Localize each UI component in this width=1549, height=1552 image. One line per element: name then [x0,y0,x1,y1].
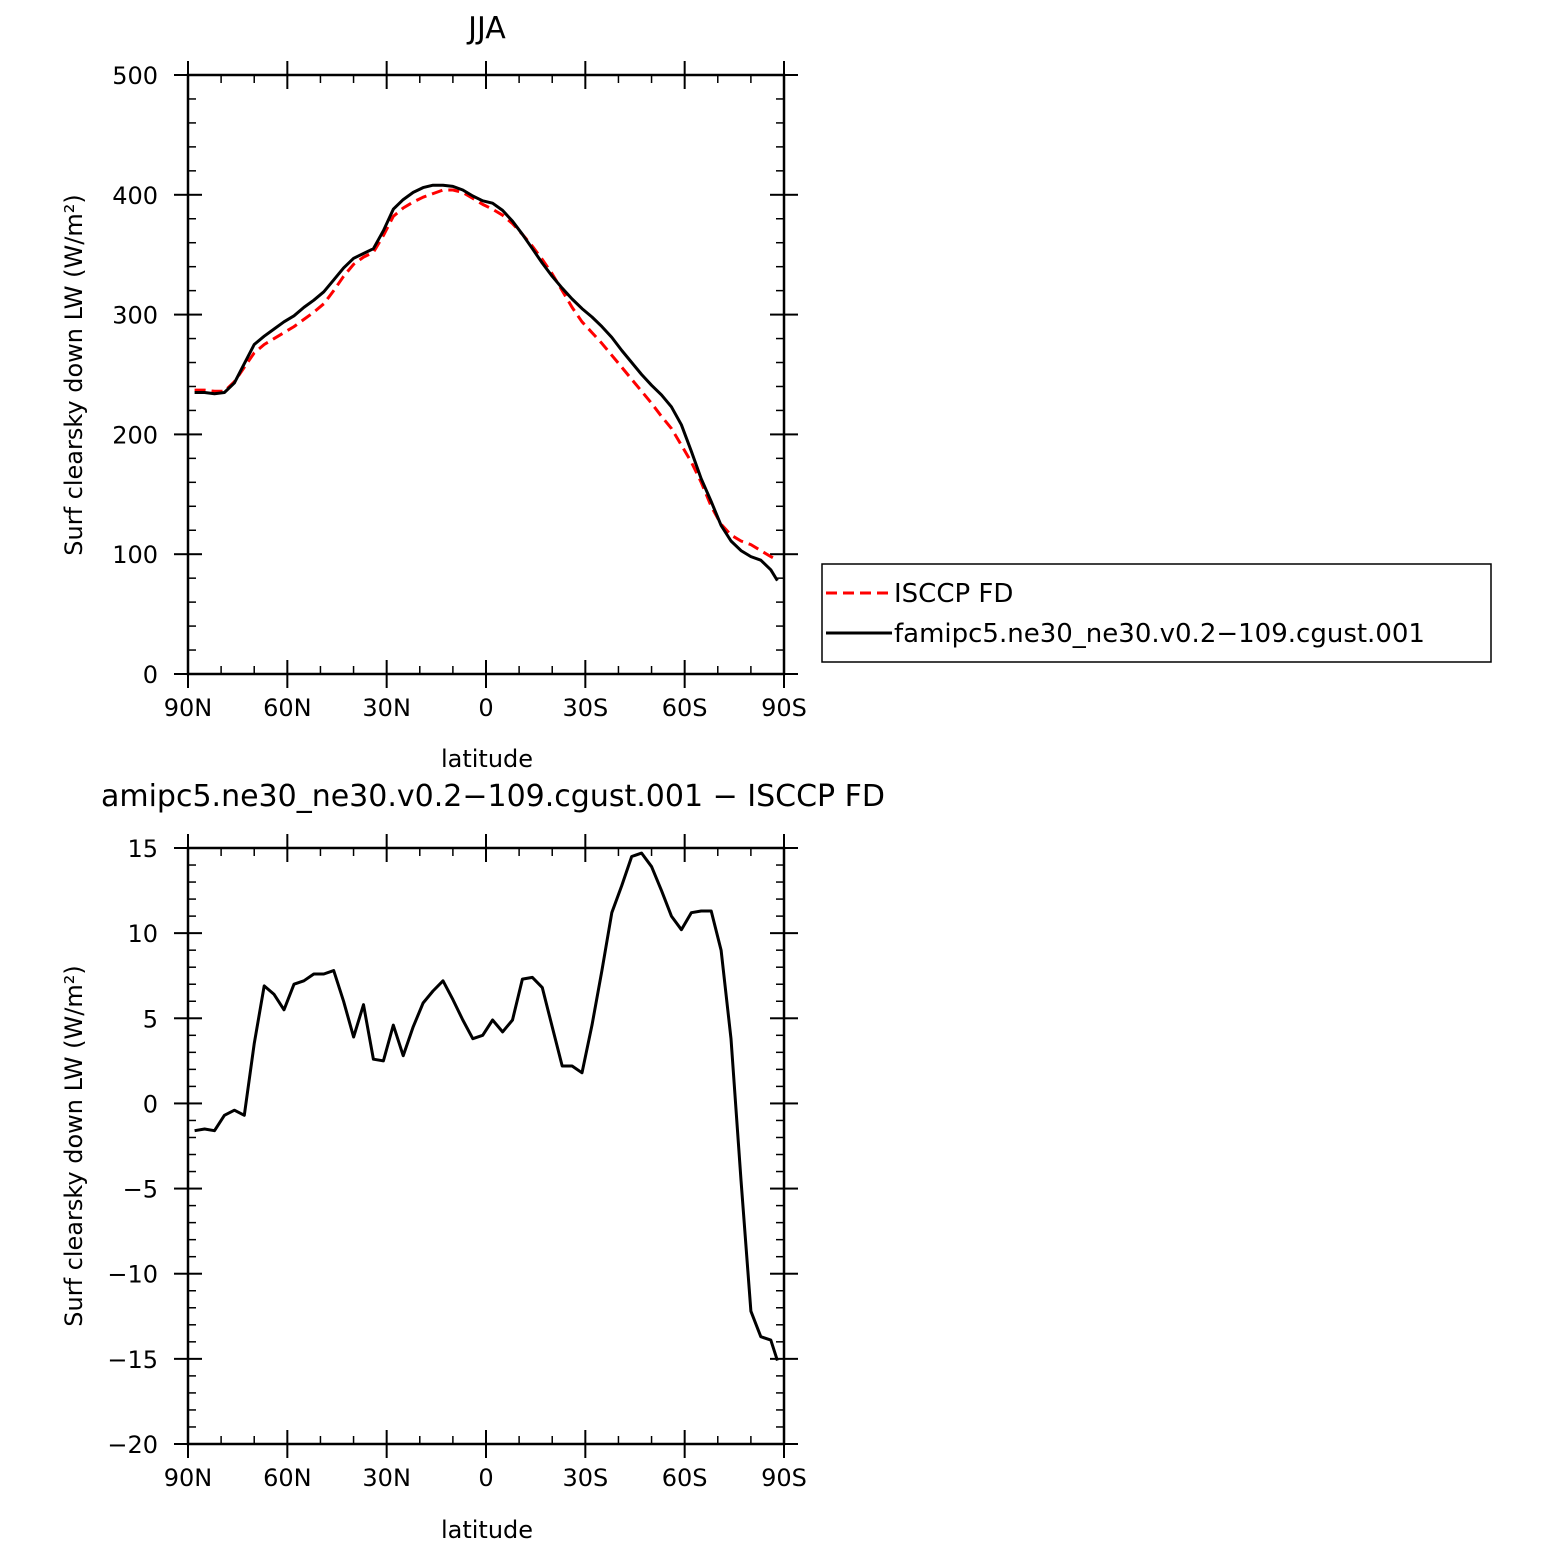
top-plot-frame [186,73,786,676]
y-tick-label: 200 [112,421,158,449]
x-tick-label: 60N [263,694,312,722]
y-tick-label: 0 [143,1090,158,1118]
x-tick-label: 60S [662,1464,708,1492]
y-tick-label: −5 [123,1176,158,1204]
y-tick-label: −15 [107,1346,158,1374]
bottom-panel-title: amipc5.ne30_ne30.v0.2−109.cgust.001 − IS… [101,779,885,814]
y-tick-label: 300 [112,302,158,330]
y-tick-label: 500 [112,62,158,90]
y-tick-label: 400 [112,182,158,210]
bottom-panel: amipc5.ne30_ne30.v0.2−109.cgust.001 − IS… [60,779,885,1544]
x-tick-label: 90N [164,1464,213,1492]
bottom-axis-ticks [174,834,798,1458]
x-tick-label: 60S [662,694,708,722]
top-series-group [194,183,779,582]
x-tick-label: 30S [562,1464,608,1492]
x-tick-label: 90N [164,694,213,722]
y-tick-label: 100 [112,541,158,569]
y-tick-label: 5 [143,1005,158,1033]
bottom-y-axis-label: Surf clearsky down LW (W/m²) [60,965,88,1326]
top-y-tick-labels: 0 100 200 300 400 500 [112,62,158,689]
bottom-x-tick-labels: 90N 60N 30N 0 30S 60S 90S [164,1464,807,1492]
x-tick-label: 0 [478,1464,493,1492]
x-tick-label: 30S [562,694,608,722]
model-line-0 [194,183,779,582]
isccp-fd-line-0 [194,188,779,562]
model-line-1 [194,851,779,1362]
bottom-x-axis-label: latitude [441,1516,533,1544]
y-tick-label: 10 [127,920,158,948]
legend-label-model: famipc5.ne30_ne30.v0.2−109.cgust.001 [894,619,1425,649]
y-tick-label: 0 [143,661,158,689]
top-x-tick-labels: 90N 60N 30N 0 30S 60S 90S [164,694,807,722]
top-panel: JJA 90N 60N 30N 0 30S 60S 90S 0 100 200 300 400 500… [60,11,807,773]
x-tick-label: 60N [263,1464,312,1492]
y-tick-label: 15 [127,835,158,863]
top-panel-title: JJA [466,11,506,46]
x-tick-label: 90S [761,1464,807,1492]
y-tick-label: −10 [107,1261,158,1289]
y-tick-label: −20 [107,1431,158,1459]
x-tick-label: 30N [362,1464,411,1492]
legend: ISCCP FD famipc5.ne30_ne30.v0.2−109.cgus… [821,563,1492,663]
top-y-axis-label: Surf clearsky down LW (W/m²) [60,194,88,555]
x-tick-label: 90S [761,694,807,722]
top-axis-ticks [174,61,798,688]
bottom-y-tick-labels: −20 −15 −10 −5 0 5 10 15 [107,835,158,1459]
legend-box [821,563,1492,663]
bottom-plot-frame [186,846,786,1446]
x-tick-label: 0 [478,694,493,722]
x-tick-label: 30N [362,694,411,722]
bottom-series-group [194,851,779,1362]
legend-label-isccp: ISCCP FD [894,579,1013,609]
top-x-axis-label: latitude [441,745,533,773]
